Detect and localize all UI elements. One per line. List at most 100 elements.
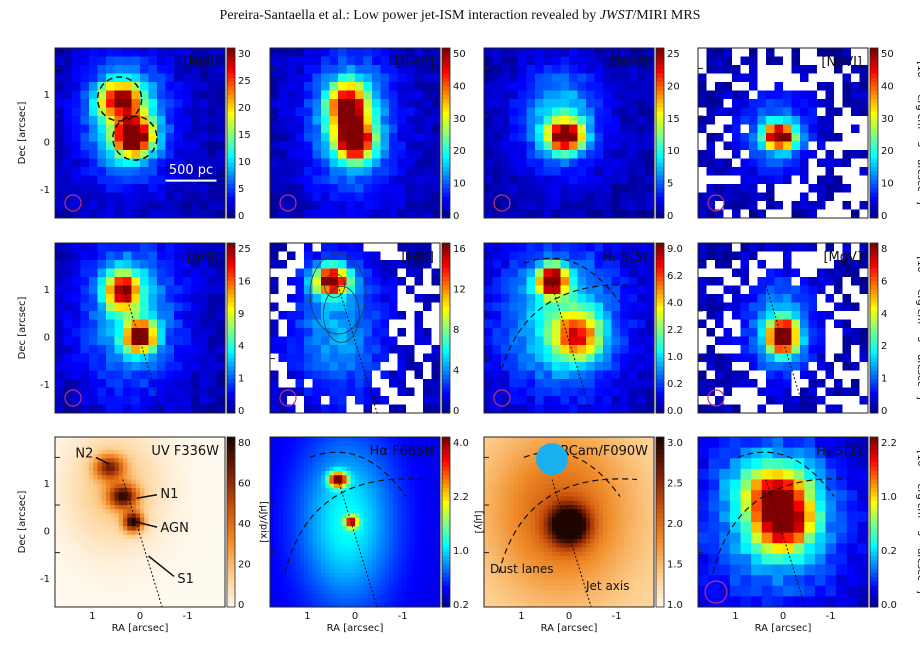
panel-label: [NeVI] [821,55,862,70]
panel-8: [MgV] 8 6 4 2 1 0 [10⁻¹⁶ erg cm⁻² s⁻¹ arcsec⁻²] [697,242,920,417]
dec-tick: -1 [40,185,50,196]
colorbar-tick: 10 [667,146,680,157]
dec-tick: 1 [44,285,50,296]
ra-tick: 1 [732,611,738,622]
colorbar-tick: 0 [238,600,244,611]
ra-tick: 1 [518,611,524,622]
contour-line [309,253,367,335]
dec-tick: -1 [40,380,50,391]
panel-map [698,243,869,414]
colorbar: 25 20 15 10 5 0 [655,47,680,222]
panel-label: UV F336W [151,444,219,459]
panel-label: [NeIII] [395,55,434,70]
panel-label: [MgV] [823,250,862,265]
panel-label: [NeII] [183,55,219,70]
dust-lane-arc [523,451,621,497]
colorbar-tick: 16 [238,276,251,287]
panel-frame [697,436,869,608]
panel-frame [269,242,441,414]
colorbar-tick: 4.0 [453,438,469,449]
figure-header: Pereira-Santaella et al.: Low power jet-… [0,8,920,24]
colorbar-tick: 20 [238,560,251,571]
ra-tick: 0 [780,611,786,622]
colorbar: 50 40 30 20 10 0 [869,47,894,222]
colorbar-tick: 9.0 [667,244,683,255]
colorbar-tick: 0.2 [881,546,897,557]
panel-4: [NeVI] 50 40 30 20 10 0 [10⁻¹⁶ erg cm⁻² s⁻¹ arc… [697,47,920,222]
ra-axis-label: RA [arcsec] [755,623,812,634]
panel-map [270,437,441,608]
beam-icon [493,389,511,407]
colorbar-tick: 15 [238,130,251,141]
colorbar-tick: 0 [453,406,459,417]
ha-unit-label: [μJy] [473,510,484,533]
dec-axis-label: Dec [arcsec] [17,102,28,165]
colorbar-tick: 0 [238,406,244,417]
panel-map [698,48,869,219]
colorbar-tick: 10 [453,179,466,190]
uv-annotation-n2: N2 [75,446,93,461]
colorbar-tick: 15 [667,114,680,125]
panel-label: [NeV] [611,55,648,70]
aperture-circle [112,115,158,161]
ra-axis-label: RA [arcsec] [112,623,169,634]
aperture-circle [96,76,143,122]
colorbar-tick: 5 [238,184,244,195]
colorbar-tick: 2.5 [667,479,683,490]
beam-icon [707,194,725,212]
panel-2: [NeIII] 50 40 30 20 10 0 [269,47,466,222]
colorbar-tick: 4 [881,309,887,320]
panel-frame [54,47,226,219]
colorbar-tick: 50 [453,49,466,60]
ra-tick: -1 [183,611,193,622]
panel-5: [ArII] 25 16 9 4 1 0 1 0 -1 Dec [arcsec] [17,242,251,417]
colorbar-tick: 8 [453,325,459,336]
colorbar-tick: 20 [881,146,894,157]
colorbar-tick: 20 [667,81,680,92]
colorbar-tick: 1.0 [667,352,683,363]
ra-tick: 1 [304,611,310,622]
dust-lane-arc [523,257,621,303]
colorbar-tick: 25 [238,76,251,87]
dec-tick: 1 [44,90,50,101]
panel-frame [483,47,655,219]
colorbar: 16 12 8 4 0 [441,242,466,417]
colorbar-tick: 6 [881,276,887,287]
ra-tick: 0 [566,611,572,622]
contour-line [324,273,346,298]
panel-label: H₂ S(2) [816,444,862,459]
colorbar-tick: 0.2 [453,600,469,611]
colorbar-tick: 2.2 [453,492,469,503]
colorbar-tick: 2.2 [881,438,897,449]
colorbar-tick: 8 [881,244,887,255]
contour-line [322,285,360,343]
colorbar-tick: 0 [881,406,887,417]
colorbar-tick: 1.0 [667,600,683,611]
flux-unit-label: [10⁻¹⁶ erg cm⁻² s⁻¹ arcsec⁻²] [915,61,920,205]
ra-axis-label: RA [arcsec] [327,623,384,634]
uv-annotation-s1: S1 [177,572,194,587]
beam-icon [704,580,728,604]
ra-tick: -1 [612,611,622,622]
beam-icon [279,389,297,407]
dec-axis-label: Dec [arcsec] [17,297,28,360]
panel-map [484,48,655,219]
beam-icon [493,194,511,212]
colorbar-tick: 1.0 [453,546,469,557]
panel-label: [ArII] [187,250,219,265]
ra-tick: 0 [137,611,143,622]
panel-frame [483,242,655,414]
colorbar-tick: 40 [881,81,894,92]
panel-map [270,243,441,414]
colorbar-tick: 0.0 [667,406,683,417]
panel-frame [269,436,441,608]
colorbar-tick: 6.2 [667,271,683,282]
dec-tick: -1 [40,574,50,585]
beam-icon [279,194,297,212]
colorbar-tick: 10 [238,157,251,168]
panel-12: H₂ S(2) 2.2 1.0 0.2 0.0 [10⁻¹⁵ erg cm⁻² s⁻¹ a… [697,436,920,634]
ra-tick: 0 [352,611,358,622]
panel-label: [FeII] [401,250,434,265]
flux-unit-label: [10⁻¹⁵ erg cm⁻² s⁻¹ arcsec⁻²] [915,450,920,594]
colorbar-tick: 40 [238,519,251,530]
